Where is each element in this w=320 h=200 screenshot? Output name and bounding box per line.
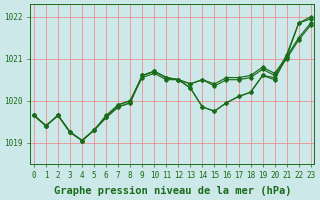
X-axis label: Graphe pression niveau de la mer (hPa): Graphe pression niveau de la mer (hPa) (53, 186, 291, 196)
